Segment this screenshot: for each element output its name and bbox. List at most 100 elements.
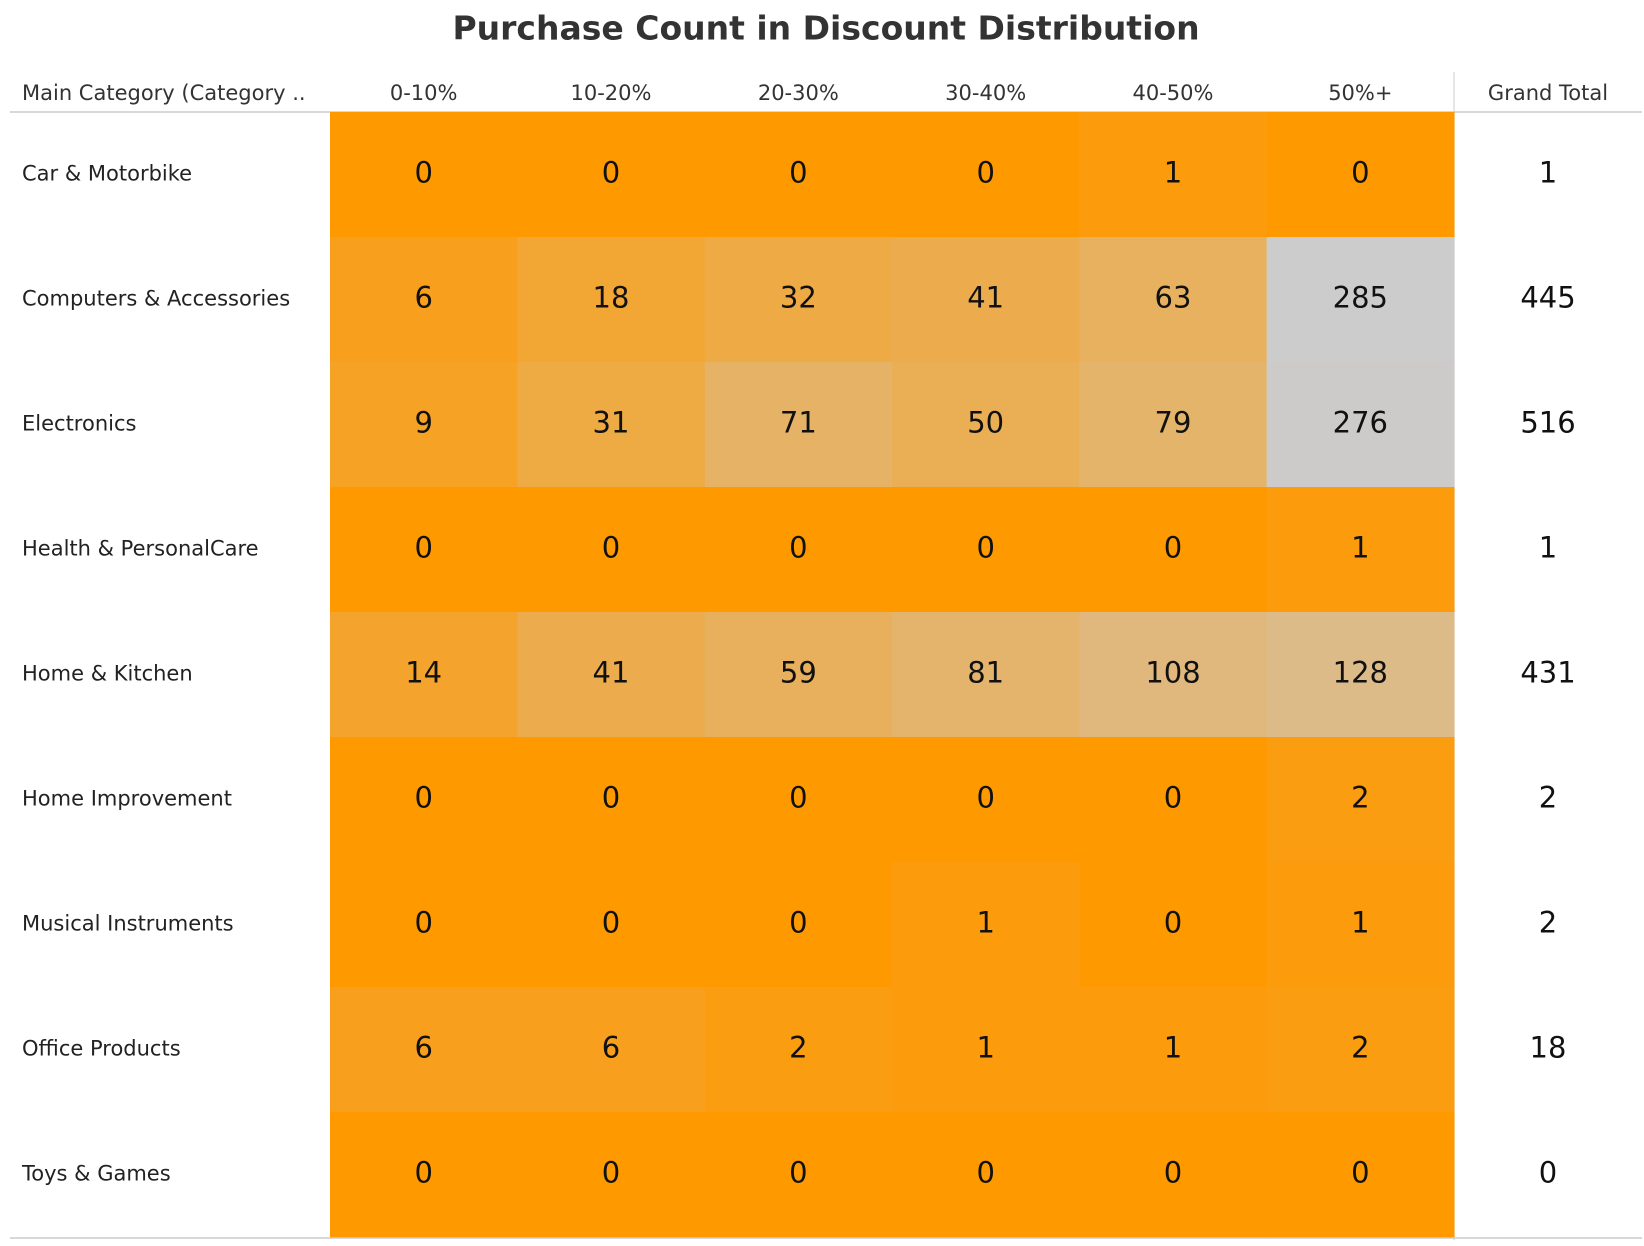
row-total: 431 xyxy=(1520,656,1575,690)
cell-value: 108 xyxy=(1145,656,1200,690)
cell-value: 0 xyxy=(789,1156,807,1190)
heat-cell xyxy=(517,612,706,738)
cell-value: 0 xyxy=(976,781,994,815)
heat-cell xyxy=(330,112,518,238)
cell-value: 63 xyxy=(1155,281,1192,315)
row-total: 2 xyxy=(1539,781,1557,815)
cell-value: 2 xyxy=(1351,781,1369,815)
row-label: Office Products xyxy=(22,1037,181,1061)
row-total: 516 xyxy=(1520,406,1575,440)
cell-value: 0 xyxy=(414,156,432,190)
cell-value: 285 xyxy=(1333,281,1388,315)
heat-cell xyxy=(517,987,706,1113)
cell-value: 0 xyxy=(789,156,807,190)
cell-value: 0 xyxy=(414,531,432,565)
total-header: Grand Total xyxy=(1488,81,1608,105)
cell-value: 0 xyxy=(1351,1156,1369,1190)
cell-value: 32 xyxy=(780,281,817,315)
cell-value: 6 xyxy=(602,1031,620,1065)
cell-value: 0 xyxy=(602,1156,620,1190)
row-total: 445 xyxy=(1520,281,1575,315)
row-total: 1 xyxy=(1539,156,1557,190)
heat-cell xyxy=(1266,237,1455,363)
heat-cell xyxy=(704,362,893,488)
row-label: Toys & Games xyxy=(21,1162,171,1186)
heat-cell xyxy=(330,737,518,863)
cell-value: 1 xyxy=(976,906,994,940)
heat-cell xyxy=(892,362,1080,488)
heat-cell xyxy=(1266,987,1455,1113)
row-label: Musical Instruments xyxy=(22,912,234,936)
heat-cell xyxy=(892,987,1080,1113)
cell-value: 9 xyxy=(414,406,432,440)
cell-value: 0 xyxy=(602,906,620,940)
heat-cell xyxy=(1079,362,1268,488)
cell-value: 1 xyxy=(1351,906,1369,940)
cell-value: 0 xyxy=(1164,906,1182,940)
row-label: Health & PersonalCare xyxy=(22,537,259,561)
heat-cell xyxy=(517,737,706,863)
heat-cell xyxy=(517,112,706,238)
cell-value: 0 xyxy=(976,156,994,190)
heat-cell xyxy=(517,1112,706,1238)
heat-cell xyxy=(1079,737,1268,863)
heat-cell xyxy=(1266,862,1455,988)
row-label: Home Improvement xyxy=(22,787,232,811)
cell-value: 0 xyxy=(1351,156,1369,190)
cell-value: 128 xyxy=(1333,656,1388,690)
cell-value: 0 xyxy=(1164,531,1182,565)
heat-cell xyxy=(330,987,518,1113)
cell-value: 0 xyxy=(789,531,807,565)
heat-cell xyxy=(704,487,893,613)
cell-value: 41 xyxy=(967,281,1004,315)
heat-cell xyxy=(704,112,893,238)
column-label: 40-50% xyxy=(1133,81,1214,105)
cell-value: 14 xyxy=(405,656,442,690)
heat-cell xyxy=(330,362,518,488)
heat-cell xyxy=(1266,612,1455,738)
cell-value: 18 xyxy=(593,281,630,315)
cell-value: 81 xyxy=(967,656,1004,690)
heat-cell xyxy=(517,237,706,363)
heat-cell xyxy=(1266,1112,1455,1238)
heat-cell xyxy=(1079,487,1268,613)
row-total: 1 xyxy=(1539,531,1557,565)
cell-value: 0 xyxy=(414,1156,432,1190)
cell-value: 6 xyxy=(414,281,432,315)
heat-cell xyxy=(892,487,1080,613)
heat-cell xyxy=(1079,112,1268,238)
heat-cell xyxy=(1266,362,1455,488)
heat-cell xyxy=(1266,737,1455,863)
row-total: 2 xyxy=(1539,906,1557,940)
cell-value: 0 xyxy=(1164,781,1182,815)
heat-cell xyxy=(330,1112,518,1238)
heat-cell xyxy=(892,237,1080,363)
cell-value: 71 xyxy=(780,406,817,440)
row-label: Electronics xyxy=(22,412,136,436)
row-label: Home & Kitchen xyxy=(22,662,193,686)
cell-value: 0 xyxy=(414,781,432,815)
heat-cell xyxy=(1266,112,1455,238)
column-label: 30-40% xyxy=(945,81,1026,105)
chart-title: Purchase Count in Discount Distribution xyxy=(452,9,1199,48)
cell-value: 1 xyxy=(1164,1031,1182,1065)
heat-cell xyxy=(330,487,518,613)
heat-cell xyxy=(1079,987,1268,1113)
cell-value: 0 xyxy=(976,1156,994,1190)
cell-value: 1 xyxy=(1164,156,1182,190)
heat-cell xyxy=(517,362,706,488)
cell-value: 2 xyxy=(789,1031,807,1065)
column-label: 20-30% xyxy=(758,81,839,105)
cell-value: 0 xyxy=(602,531,620,565)
heat-cell xyxy=(892,737,1080,863)
row-label: Car & Motorbike xyxy=(22,162,192,186)
cell-value: 276 xyxy=(1333,406,1388,440)
heat-cell xyxy=(1266,487,1455,613)
heat-cell xyxy=(892,862,1080,988)
cell-value: 0 xyxy=(789,781,807,815)
heat-cell xyxy=(1079,612,1268,738)
cell-value: 2 xyxy=(1351,1031,1369,1065)
cell-value: 41 xyxy=(593,656,630,690)
cell-value: 31 xyxy=(593,406,630,440)
